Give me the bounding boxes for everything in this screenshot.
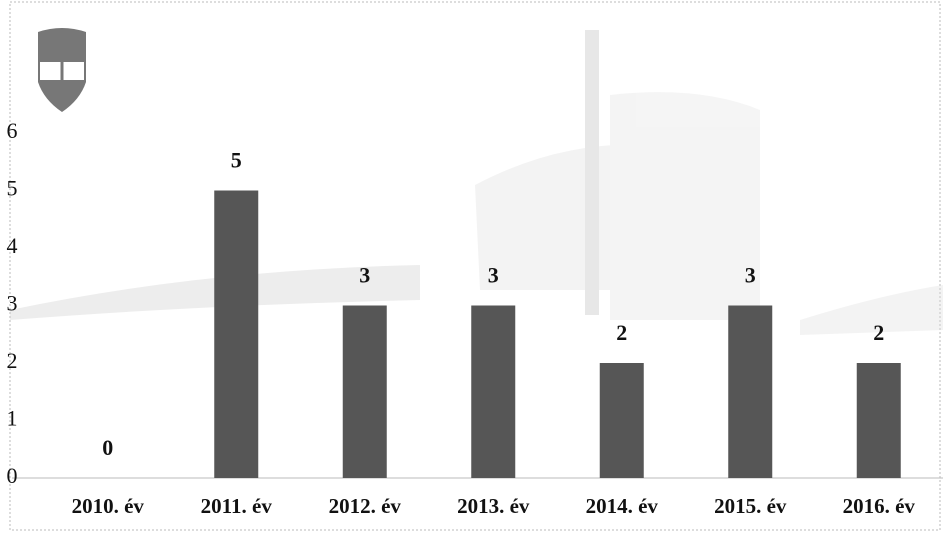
bar [471,306,515,479]
bar [600,363,644,478]
chart: 0 1 2 3 4 5 6 2010. év 0 2011. év 5 2012. év 3 2013. … [0,0,943,533]
value-label: 3 [488,263,499,288]
page: {"chart_data": {"type": "bar", "categori… [0,0,943,533]
x-tick-label: 2014. év [586,494,659,518]
x-tick-label: 2011. év [201,494,273,518]
logo [38,28,86,112]
x-tick-label: 2016. év [843,494,916,518]
background-illustration [10,30,943,335]
x-tick-label: 2013. év [457,494,530,518]
y-tick-label: 3 [7,291,18,316]
y-tick-label: 0 [7,463,18,488]
value-label: 5 [231,148,242,173]
y-tick-label: 1 [7,406,18,431]
y-tick-label: 4 [7,233,18,258]
x-tick-label: 2010. év [72,494,145,518]
value-label: 2 [873,320,884,345]
y-tick-label: 6 [7,118,18,143]
value-label: 3 [745,263,756,288]
bar [343,306,387,479]
y-tick-label: 2 [7,348,18,373]
bar [857,363,901,478]
y-tick-label: 5 [7,176,18,201]
bar [214,191,258,479]
x-tick-label: 2015. év [714,494,787,518]
value-label: 3 [359,263,370,288]
bar [728,306,772,479]
x-tick-label: 2012. év [329,494,402,518]
value-label: 2 [616,320,627,345]
value-label: 0 [102,435,113,460]
